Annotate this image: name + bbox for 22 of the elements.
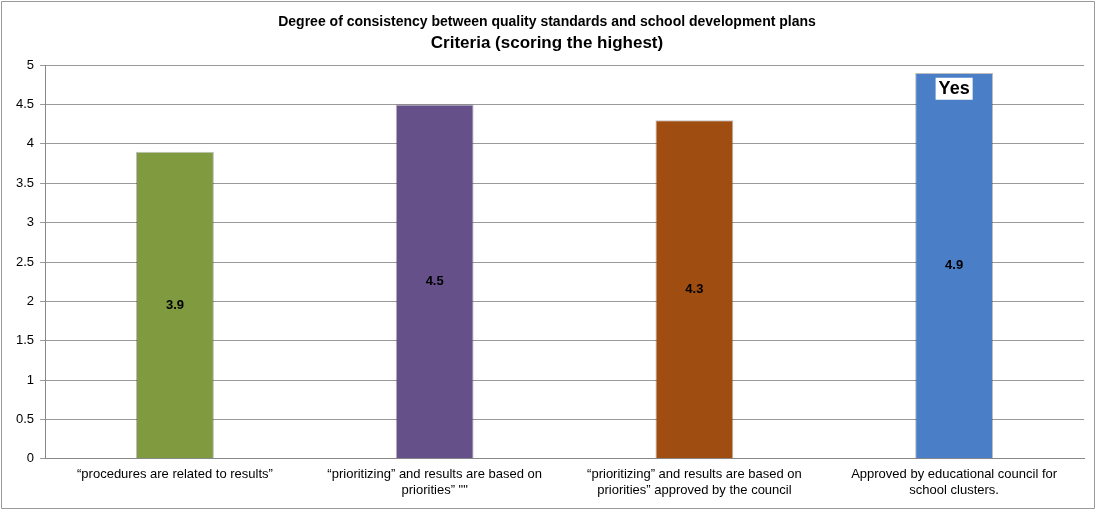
data-label: 3.9 [165, 296, 184, 312]
y-tick-label: 2.5 [15, 253, 35, 269]
x-tick-label: “prioritizing” and results are based on priorities” approved by the council [587, 466, 802, 497]
y-tick-label: 1.5 [15, 332, 35, 348]
y-tick-label: 4.5 [15, 96, 35, 112]
data-label: 4.5 [425, 273, 444, 289]
y-tick-label: 3.5 [15, 174, 35, 190]
chart-subtitle: Criteria (scoring the highest) [430, 32, 664, 52]
y-tick-label: 4 [26, 135, 35, 151]
x-tick-label: “procedures are related to results” [77, 466, 273, 482]
y-tick-label: 5 [26, 56, 35, 72]
y-tick-label: 1 [26, 371, 35, 387]
x-tick-label: Approved by educational council for school clusters. [851, 466, 1058, 497]
chart-title: Degree of consistency between quality standards and school development plans [278, 13, 816, 30]
y-tick-label: 0.5 [15, 411, 35, 427]
annotation: Yes [938, 77, 970, 98]
y-tick-label: 3 [26, 214, 35, 230]
y-tick-label: 2 [26, 292, 35, 308]
data-label: 4.9 [945, 257, 964, 273]
data-label: 4.3 [685, 280, 704, 296]
y-tick-label: 0 [26, 450, 35, 466]
x-tick-label: “prioritizing” and results are based on priorities” "" [327, 466, 542, 497]
